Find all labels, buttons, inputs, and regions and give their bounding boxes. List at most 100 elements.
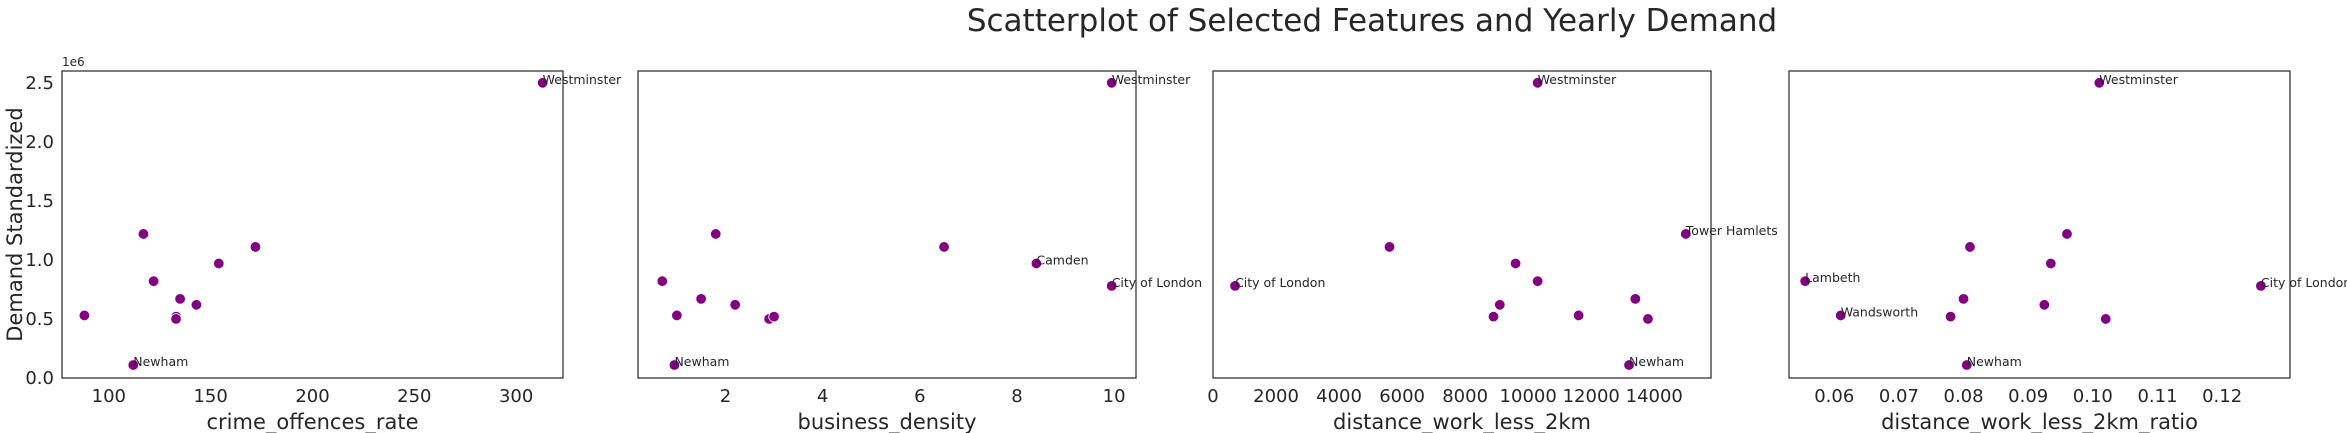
data-point xyxy=(78,309,91,322)
data-point xyxy=(1957,293,1970,305)
data-point xyxy=(1509,257,1522,270)
y-tick-label: 0.5 xyxy=(25,309,54,330)
data-point xyxy=(170,313,182,325)
data-point xyxy=(710,228,722,240)
point-annotation: Wandsworth xyxy=(1841,304,1918,319)
point-annotation: City of London xyxy=(1112,275,1202,290)
data-point xyxy=(729,299,741,311)
x-tick-label: 0.11 xyxy=(2137,386,2177,407)
data-point xyxy=(127,359,139,371)
x-tick-label: 0 xyxy=(1207,386,1218,407)
data-point xyxy=(1229,280,1241,292)
x-tick-label: 0.06 xyxy=(1814,386,1854,407)
x-tick-label: 14000 xyxy=(1626,386,1683,407)
x-tick-label: 0.12 xyxy=(2202,386,2242,407)
point-annotation: Westminster xyxy=(2099,72,2178,87)
x-tick-label: 10 xyxy=(1103,386,1126,407)
scatter-panel-2: 2 4 6 8 10 business_density Westminster Camden C… xyxy=(637,70,1202,433)
x-tick-label: 0.07 xyxy=(1879,386,1919,407)
x-tick-label: 8 xyxy=(1011,386,1022,407)
data-point xyxy=(1106,280,1118,292)
x-axis-label: distance_work_less_2km_ratio xyxy=(1881,410,2198,433)
x-axis-label: distance_work_less_2km xyxy=(1333,410,1591,433)
x-tick-label: 150 xyxy=(193,386,227,407)
y-offset-text: 1e6 xyxy=(62,55,85,69)
x-tick-label: 8000 xyxy=(1442,386,1488,407)
data-point xyxy=(536,77,549,89)
data-point xyxy=(1030,257,1043,270)
point-annotation: Newham xyxy=(133,354,188,369)
data-point xyxy=(249,241,262,253)
point-annotation: Tower Hamlets xyxy=(1685,223,1778,238)
x-tick-label: 4000 xyxy=(1316,386,1362,407)
x-tick-label: 300 xyxy=(499,386,533,407)
data-point xyxy=(1964,241,1976,253)
data-point xyxy=(190,299,203,311)
data-point xyxy=(174,293,186,305)
data-point xyxy=(1572,309,1585,322)
point-annotation: Westminster xyxy=(543,72,622,87)
data-point xyxy=(1642,313,1654,325)
scatter-panel-4: 0.06 0.07 0.08 0.09 0.10 0.11 0.12distance_wor… xyxy=(1788,70,2347,433)
data-point xyxy=(695,293,707,305)
x-tick-label: 250 xyxy=(397,386,431,407)
point-annotation: Camden xyxy=(1036,252,1088,267)
data-point xyxy=(1680,228,1692,240)
data-point xyxy=(2061,228,2073,240)
data-point xyxy=(2255,280,2267,292)
point-annotation: Newham xyxy=(1967,354,2022,369)
axes-frame xyxy=(61,70,564,379)
x-axis-label: business_density xyxy=(797,410,976,433)
y-tick-label: 2.5 xyxy=(25,73,54,94)
data-point xyxy=(1629,293,1642,305)
x-tick-label: 200 xyxy=(295,386,329,407)
y-axis-label: Demand Standardized xyxy=(3,107,27,341)
data-point xyxy=(1961,359,1973,371)
data-point xyxy=(137,228,150,240)
data-point xyxy=(1623,359,1635,371)
data-point xyxy=(1531,77,1544,89)
data-point xyxy=(1494,299,1506,311)
point-annotation: Westminster xyxy=(1538,72,1617,87)
data-point xyxy=(1106,77,1118,89)
x-tick-label: 0.10 xyxy=(2073,386,2113,407)
y-tick-label: 2.0 xyxy=(25,132,54,153)
point-annotation: City of London xyxy=(1235,275,1325,290)
y-tick-label: 1.5 xyxy=(25,191,54,212)
point-annotation: Lambeth xyxy=(1805,270,1860,285)
x-tick-label: 6000 xyxy=(1379,386,1425,407)
scatter-panel-3: 0 2000 4000 6000 8000 10000 12000 14000 distance… xyxy=(1207,70,1778,433)
x-tick-label: 0.09 xyxy=(2008,386,2048,407)
data-point xyxy=(671,309,683,322)
data-point xyxy=(1383,241,1396,253)
data-point xyxy=(2045,257,2057,270)
data-point xyxy=(1799,275,1811,287)
data-point xyxy=(213,257,225,270)
data-point xyxy=(2038,299,2051,311)
data-point xyxy=(2100,313,2112,325)
x-tick-label: 12000 xyxy=(1563,386,1620,407)
x-axis-label: crime_offences_rate xyxy=(207,410,419,433)
y-tick-label: 0.0 xyxy=(25,368,54,389)
data-point xyxy=(768,310,780,323)
data-point xyxy=(1531,275,1544,287)
x-tick-label: 0.08 xyxy=(1944,386,1984,407)
scatter-panel-1: 100 150 200 250 300 0.0 0.5 1.0 1.5 2.0 2.5 1e6 crim… xyxy=(3,55,622,433)
x-tick-label: 4 xyxy=(817,386,828,407)
axes-frame xyxy=(1788,70,2291,379)
axes-frame xyxy=(637,70,1137,379)
data-point xyxy=(1944,310,1957,323)
axes-frame xyxy=(1212,70,1712,379)
x-tick-label: 10000 xyxy=(1500,386,1557,407)
data-point xyxy=(656,275,668,287)
point-annotation: Newham xyxy=(1629,354,1684,369)
point-annotation: Newham xyxy=(674,354,729,369)
data-point xyxy=(938,241,950,253)
data-point xyxy=(1835,309,1847,322)
data-point xyxy=(668,359,681,371)
y-tick-label: 1.0 xyxy=(25,250,54,271)
x-tick-label: 2000 xyxy=(1253,386,1299,407)
data-point xyxy=(147,275,160,287)
point-annotation: City of London xyxy=(2261,275,2347,290)
